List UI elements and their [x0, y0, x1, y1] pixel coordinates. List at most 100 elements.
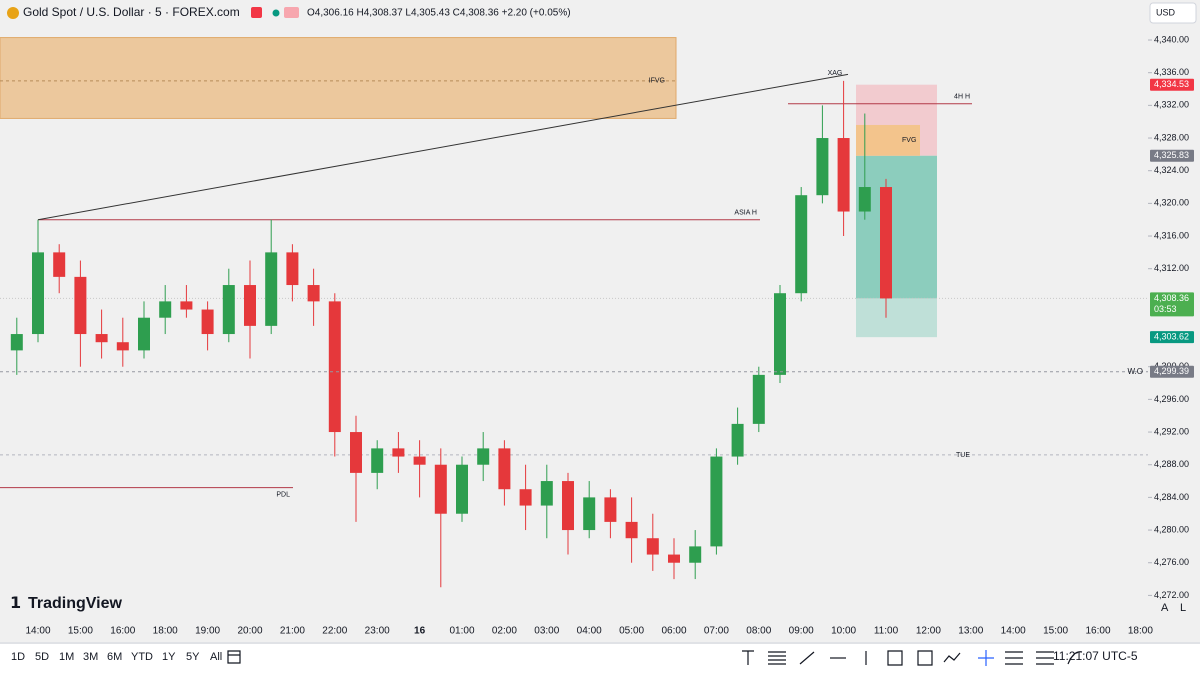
candle-body — [32, 252, 44, 335]
candle-body — [328, 301, 341, 433]
rect-tool[interactable] — [887, 650, 903, 666]
price-label-bg — [1150, 149, 1194, 162]
data-status[interactable] — [284, 7, 299, 18]
x-tick-label: 16 — [414, 626, 426, 637]
range-button[interactable]: 1M — [59, 651, 74, 663]
market-status[interactable] — [251, 7, 262, 18]
x-tick-label: 18:00 — [1128, 626, 1153, 637]
candle-body — [222, 285, 235, 335]
logo-mark: 𝟭 — [10, 595, 21, 612]
candle-body — [880, 187, 892, 299]
x-tick-label: 01:00 — [449, 626, 474, 637]
y-tick-label: 4,276.00 — [1154, 557, 1189, 567]
ifvg-label: IFVG — [649, 78, 665, 85]
candle-body — [519, 489, 532, 506]
y-tick-label: 4,296.00 — [1154, 394, 1189, 404]
x-tick-label: 14:00 — [25, 626, 50, 637]
y-tick-label: 4,324.00 — [1154, 165, 1189, 175]
range-button[interactable]: YTD — [131, 651, 153, 663]
range-button[interactable]: All — [210, 651, 222, 663]
price-label-bg — [1150, 365, 1194, 378]
y-tick-label: 4,280.00 — [1154, 524, 1189, 534]
y-tick-label: 4,292.00 — [1154, 426, 1189, 436]
x-tick-label: 05:00 — [619, 626, 644, 637]
range-button[interactable]: 6M — [107, 651, 122, 663]
live-dot — [272, 9, 280, 17]
date-tool[interactable] — [1036, 651, 1054, 665]
y-tick-label: 4,336.00 — [1154, 67, 1189, 77]
price-label: 4,308.36 — [1154, 293, 1189, 303]
range-button[interactable]: 3M — [83, 651, 98, 663]
x-tick-label: 11:00 — [874, 626, 899, 637]
range-button[interactable]: 1D — [11, 651, 25, 663]
level-label: 4H H — [954, 94, 970, 101]
path-tool[interactable] — [1067, 651, 1083, 665]
y-tick-label: 4,272.00 — [1154, 590, 1189, 600]
candle-body — [498, 448, 511, 490]
candle-body — [456, 464, 468, 514]
currency-button[interactable] — [1149, 2, 1197, 24]
candle-body — [307, 285, 320, 302]
scale-button[interactable]: L — [1180, 602, 1186, 614]
trendline-label: XAG — [828, 70, 843, 77]
range-button[interactable]: 1Y — [162, 651, 176, 663]
x-tick-label: 18:00 — [153, 626, 178, 637]
cross-tool[interactable] — [978, 650, 994, 666]
candle-body — [371, 448, 384, 473]
candle-body — [95, 334, 108, 343]
candle-body — [10, 334, 23, 351]
scale-button[interactable]: A — [1161, 602, 1169, 614]
range-tool[interactable] — [1005, 651, 1023, 665]
candle-body — [562, 481, 574, 531]
pattern-tool[interactable] — [943, 652, 961, 663]
price-label-bg — [1150, 78, 1194, 91]
range-button[interactable]: 5D — [35, 651, 49, 663]
level-label: TUE — [956, 452, 970, 459]
x-tick-label: 06:00 — [661, 626, 686, 637]
x-tick-label: 19:00 — [195, 626, 220, 637]
level-label: W.O — [1127, 367, 1143, 376]
fib-tool[interactable] — [768, 651, 786, 665]
currency[interactable]: USD — [1156, 7, 1176, 17]
x-tick-label: 23:00 — [365, 626, 390, 637]
date-range-icon[interactable] — [227, 650, 241, 664]
y-tick-label: 4,312.00 — [1154, 263, 1189, 273]
x-tick-label: 14:00 — [1001, 626, 1026, 637]
candle-body — [646, 538, 659, 555]
text-tool[interactable] — [742, 650, 754, 665]
x-tick-label: 16:00 — [1085, 626, 1110, 637]
candle-body — [265, 252, 278, 326]
candle-body — [159, 301, 172, 318]
price-tool[interactable] — [917, 650, 933, 666]
ifvg-zone — [0, 37, 677, 119]
x-tick-label: 22:00 — [322, 626, 347, 637]
price-label: 4,325.83 — [1154, 150, 1189, 160]
candle-body — [604, 497, 617, 522]
y-tick-label: 4,284.00 — [1154, 492, 1189, 502]
candle-body — [752, 374, 765, 424]
x-tick-label: 09:00 — [789, 626, 814, 637]
candle-body — [668, 554, 680, 563]
level-label: ASIA H — [734, 210, 757, 217]
candle-body — [689, 546, 702, 563]
candle-body — [392, 448, 405, 457]
x-tick-label: 16:00 — [110, 626, 135, 637]
candle-body — [350, 432, 362, 473]
price-label: 4,334.53 — [1154, 79, 1189, 89]
candle-body — [816, 138, 829, 196]
time-axis-background — [0, 615, 1148, 645]
range-button[interactable]: 5Y — [186, 651, 200, 663]
candle-body — [774, 293, 786, 375]
candle-body — [625, 521, 638, 539]
x-tick-label: 12:00 — [916, 626, 941, 637]
fvg-zone — [856, 124, 920, 156]
candle-body — [710, 456, 723, 547]
y-tick-label: 4,340.00 — [1154, 34, 1189, 44]
ohlc-values: O4,306.16 H4,308.37 L4,305.43 C4,308.36 … — [307, 8, 571, 19]
price-label: 4,303.62 — [1154, 332, 1189, 342]
x-tick-label: 08:00 — [746, 626, 771, 637]
symbol-title: Gold Spot / U.S. Dollar · 5 · FOREX.com — [23, 5, 240, 19]
trendline — [37, 73, 849, 221]
bottom-toolbar — [0, 644, 1200, 675]
trend-tool[interactable] — [799, 651, 815, 665]
